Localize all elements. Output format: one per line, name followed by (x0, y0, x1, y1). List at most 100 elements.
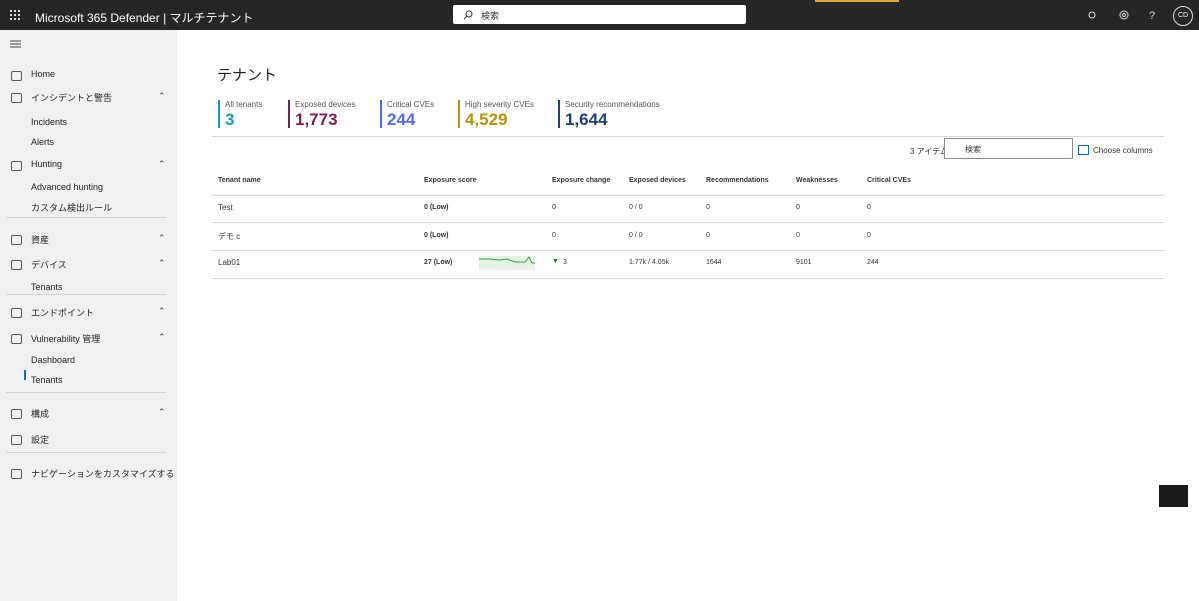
nav-item[interactable]: デバイス (31, 260, 67, 270)
row-divider (212, 195, 1164, 196)
column-header[interactable]: Exposed devices (629, 177, 686, 184)
nav-divider (6, 392, 166, 393)
row-divider (212, 278, 1164, 279)
chevron[interactable]: ⌃ (158, 306, 166, 316)
column-header: Critical CVEs (867, 177, 911, 184)
chevron[interactable]: ⌃ (158, 258, 166, 268)
chevron[interactable]: ⌃ (158, 233, 166, 243)
tenant-name[interactable]: Test (218, 203, 233, 212)
column-header[interactable]: Tenant name (218, 177, 261, 184)
nav-icon (11, 469, 22, 479)
row-divider (212, 222, 1164, 223)
cell: 0 (706, 232, 710, 239)
cell: 0 / 0 (629, 204, 643, 211)
cell: 0 / 0 (629, 232, 643, 239)
cell: 1.77k / 4.05k (629, 259, 670, 266)
column-header[interactable]: Weaknesses (796, 177, 838, 184)
nav-subitem[interactable]: カスタム検出ルール (31, 203, 113, 213)
main: テナント All tenants 3 Exposed devices 1,773 Cri… (177, 30, 1199, 601)
chevron[interactable]: ⌃ (158, 407, 166, 417)
nav-item[interactable]: インシデントと警告 (31, 93, 113, 103)
nav-subitem[interactable]: Alerts (31, 137, 55, 147)
stat-label: Critical CVEs (387, 100, 435, 109)
page-title: テナント (217, 67, 278, 84)
avatar-initials: CD (1177, 12, 1189, 19)
stat-value: 244 (387, 110, 416, 129)
stat-value: 4,529 (465, 110, 508, 129)
cell: 0 (552, 232, 556, 239)
nav-subitem[interactable]: Incidents (31, 117, 68, 127)
nav-divider (6, 294, 166, 295)
column-header[interactable]: Exposure change (552, 177, 611, 184)
cell: 0 (796, 232, 800, 239)
nav-icon (11, 235, 22, 245)
nav-icon (11, 93, 22, 103)
divider (212, 136, 1164, 137)
column-header[interactable]: Recommendations (706, 177, 769, 184)
nav-icon (11, 334, 22, 344)
cell: 0 (796, 204, 800, 211)
stat-bar (458, 100, 460, 128)
nav-item[interactable]: Home (31, 69, 56, 79)
chevron[interactable]: ⌃ (158, 332, 166, 342)
column-header[interactable]: Exposure score (424, 177, 477, 184)
nav-divider (6, 452, 166, 453)
item-count: 3 アイテム (910, 147, 948, 156)
stat-label: All tenants (225, 100, 263, 109)
stat-label: Exposed devices (295, 100, 356, 109)
stat-bar (218, 100, 220, 128)
nav-icon (11, 409, 22, 419)
trend-down: ▼ (552, 258, 559, 265)
nav-item[interactable]: エンドポイント (31, 308, 95, 318)
nav-icon (11, 260, 22, 270)
nav-item[interactable]: 構成 (31, 409, 50, 419)
nav-item[interactable]: Hunting (31, 159, 63, 169)
cell: 3 (563, 259, 567, 266)
cell: 0 (Low) (424, 204, 449, 211)
stat-bar (558, 100, 560, 128)
table-search[interactable]: 検索 (944, 138, 1073, 159)
nav-subitem[interactable]: Tenants (31, 375, 63, 385)
stat-value: 3 (225, 110, 235, 129)
nav-item[interactable]: ナビゲーションをカスタマイズする (31, 469, 175, 479)
help-button[interactable] (1159, 485, 1188, 507)
nav-item[interactable]: 設定 (31, 435, 50, 445)
app-title: Microsoft 365 Defender | マルチテナント (35, 11, 254, 25)
chevron[interactable]: ⌃ (158, 159, 166, 169)
chevron[interactable]: ⌃ (158, 91, 166, 101)
top-bar: Microsoft 365 Defender | マルチテナント 検索 ? CD (0, 0, 1199, 30)
sidebar: Home インシデントと警告 ⌃ Incidents Alerts Hunting ⌃ Adv… (0, 30, 177, 601)
sparkline (479, 256, 535, 270)
search-placeholder: 検索 (481, 11, 500, 21)
tenant-name[interactable]: デモ c (218, 232, 241, 241)
nav-divider (6, 217, 166, 218)
nav-icon (11, 435, 22, 445)
nav-item[interactable]: 資産 (31, 235, 50, 245)
columns-icon[interactable] (1078, 145, 1089, 155)
nav-subitem[interactable]: Advanced hunting (31, 182, 104, 192)
header-icons[interactable]: ? (1087, 9, 1167, 21)
nav-icon (11, 71, 22, 81)
menu-toggle[interactable] (10, 40, 21, 48)
stat-value: 1,773 (295, 110, 338, 129)
nav-item[interactable]: Vulnerability 管理 (31, 334, 101, 344)
row-divider (212, 250, 1164, 251)
avatar[interactable]: CD (1173, 6, 1193, 26)
choose-columns[interactable]: Choose columns (1093, 146, 1153, 155)
stat-bar (380, 100, 382, 128)
global-search[interactable]: 検索 (453, 5, 746, 24)
app-launcher[interactable] (10, 10, 20, 20)
nav-subitem[interactable]: Dashboard (31, 355, 76, 365)
search-placeholder: 検索 (965, 145, 981, 154)
tenant-name[interactable]: Lab01 (218, 258, 241, 267)
stat-label: High severity CVEs (465, 100, 534, 109)
cell: 27 (Low) (424, 259, 453, 266)
nav-icon (11, 161, 22, 171)
cell: 244 (867, 259, 879, 266)
active-marker (24, 370, 26, 380)
cell: 1644 (706, 259, 722, 266)
cell: 0 (552, 204, 556, 211)
cell: 0 (867, 204, 871, 211)
nav-subitem[interactable]: Tenants (31, 282, 63, 292)
